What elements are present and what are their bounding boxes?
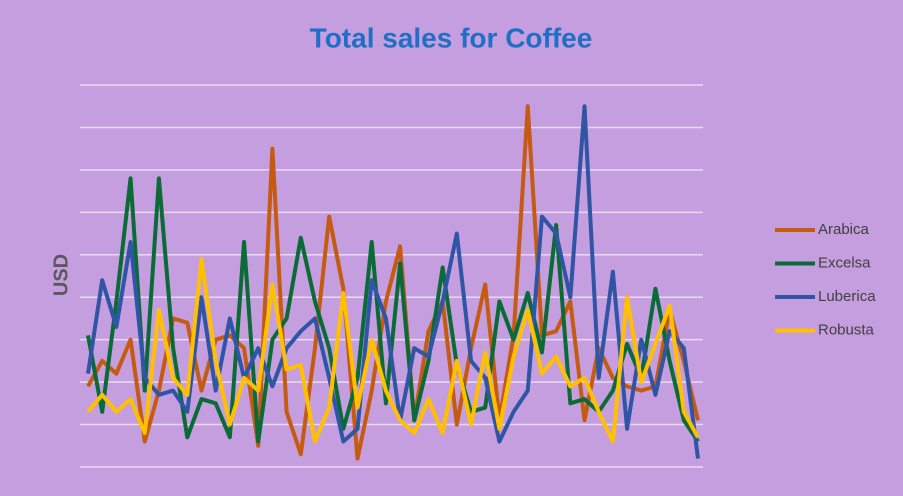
chart-title: Total sales for Coffee	[310, 22, 593, 53]
series-line	[86, 104, 700, 459]
series-line	[86, 257, 700, 444]
legend-label: Arabica	[818, 221, 870, 238]
legend-label: Robusta	[818, 321, 875, 338]
y-axis-label: USD	[50, 254, 72, 296]
legend-label: Excelsa	[818, 254, 871, 271]
legend-label: Luberica	[818, 288, 876, 305]
